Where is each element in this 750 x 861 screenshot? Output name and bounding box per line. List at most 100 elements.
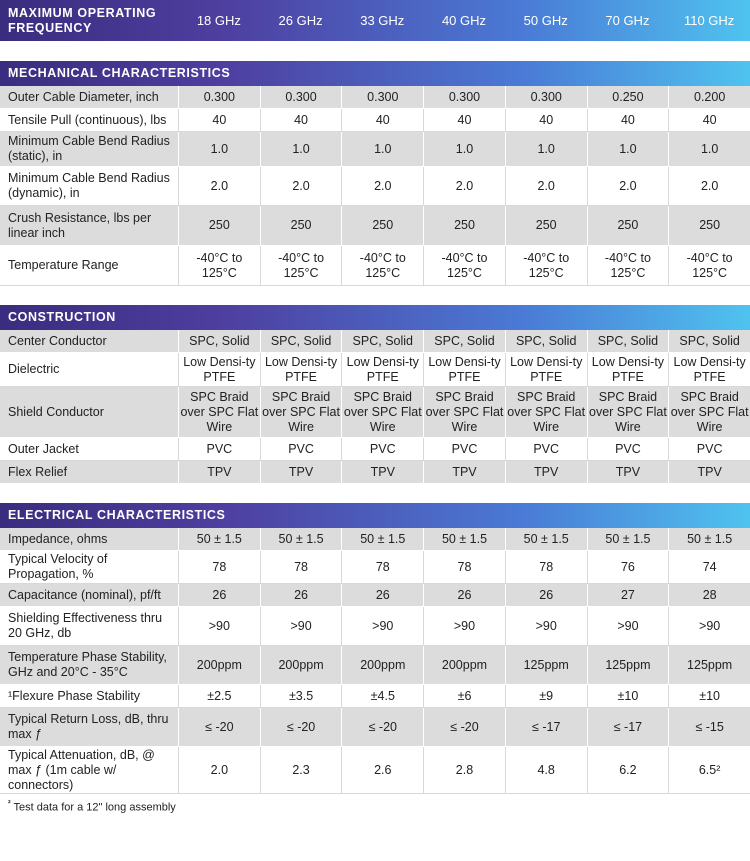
row-value: 250: [178, 206, 260, 245]
row-value: 1.0: [341, 132, 423, 166]
row-value: TPV: [668, 461, 750, 483]
row-value: 200ppm: [341, 646, 423, 684]
row-value: TPV: [586, 461, 669, 483]
frequency-33: 33 GHz: [360, 13, 405, 28]
row-value: 2.0: [504, 167, 587, 205]
row-value: 0.300: [341, 86, 423, 108]
row-value: 2.0: [178, 747, 260, 793]
row-value: 125ppm: [586, 646, 669, 684]
row-value: TPV: [504, 461, 587, 483]
row-label: Temperature Range: [8, 258, 119, 272]
row-value: -40°C to 125°C: [668, 246, 750, 285]
row-value: 2.0: [341, 167, 423, 205]
row-label: Minimum Cable Bend Radius (static), in: [8, 134, 170, 163]
row-value: 125ppm: [668, 646, 750, 684]
row-label: Flex Relief: [8, 464, 68, 479]
row-value: ±6: [423, 685, 505, 707]
row-value: SPC Braid over SPC Flat Wire: [668, 387, 750, 437]
row-label: Outer Cable Diameter, inch: [8, 89, 159, 104]
row-value: ≤ -17: [586, 708, 669, 746]
row-value: PVC: [504, 438, 587, 460]
row-value: TPV: [341, 461, 423, 483]
row-value: ≤ -17: [504, 708, 587, 746]
row-value: 40: [259, 109, 342, 131]
row-value: 78: [504, 551, 587, 583]
row-value: 200ppm: [423, 646, 505, 684]
row-value: 50 ± 1.5: [504, 528, 587, 550]
row-label: Minimum Cable Bend Radius (dynamic), in: [8, 171, 170, 200]
row-value: SPC, Solid: [178, 330, 260, 352]
row-value: 50 ± 1.5: [178, 528, 260, 550]
row-value: 250: [423, 206, 505, 245]
row-label: Crush Resistance, lbs per linear inch: [8, 210, 152, 240]
section-gap: [0, 41, 750, 61]
row-value: 1.0: [586, 132, 669, 166]
frequency-18: 18 GHz: [196, 13, 241, 28]
row-value: 78: [178, 551, 260, 583]
row-label: Capacitance (nominal), pf/ft: [8, 587, 161, 602]
row-value: >90: [178, 607, 260, 645]
row-value: >90: [341, 607, 423, 645]
row-value: 50 ± 1.5: [668, 528, 750, 550]
section-gap: [0, 286, 750, 305]
row-label: Typical Velocity of Propagation, %: [8, 552, 108, 581]
row-value: 28: [668, 584, 750, 606]
table-row: Outer Jacket PVC PVC PVC PVC PVC PVC PVC: [0, 438, 750, 461]
row-value: 26: [423, 584, 505, 606]
row-value: ≤ -20: [178, 708, 260, 746]
row-value: 40: [341, 109, 423, 131]
row-value: PVC: [259, 438, 342, 460]
row-label: Tensile Pull (continuous), lbs: [8, 112, 167, 127]
row-value: SPC, Solid: [504, 330, 587, 352]
row-value: ±2.5: [178, 685, 260, 707]
row-value: TPV: [423, 461, 505, 483]
row-value: -40°C to 125°C: [586, 246, 669, 285]
row-label: Outer Jacket: [8, 441, 79, 456]
row-value: 78: [259, 551, 342, 583]
table-row: Impedance, ohms 50 ± 1.5 50 ± 1.5 50 ± 1.5 5…: [0, 528, 750, 551]
section-title: ELECTRICAL CHARACTERISTICS: [0, 503, 750, 528]
row-value: SPC Braid over SPC Flat Wire: [586, 387, 669, 437]
footnote-marker: ²: [8, 799, 11, 808]
row-value: -40°C to 125°C: [423, 246, 505, 285]
row-value: >90: [423, 607, 505, 645]
row-value: 0.300: [259, 86, 342, 108]
row-value: 0.300: [504, 86, 587, 108]
row-value: 50 ± 1.5: [423, 528, 505, 550]
row-value: 1.0: [178, 132, 260, 166]
section-gap: [0, 484, 750, 503]
row-value: SPC, Solid: [341, 330, 423, 352]
row-value: SPC, Solid: [668, 330, 750, 352]
table-row: Shielding Effectiveness thru 20 GHz, db >…: [0, 607, 750, 646]
row-value: 250: [586, 206, 669, 245]
row-value: 50 ± 1.5: [259, 528, 342, 550]
row-value: ≤ -20: [341, 708, 423, 746]
row-value: 1.0: [668, 132, 750, 166]
row-value: 26: [178, 584, 260, 606]
table-row: Typical Velocity of Propagation, % 78 78 78…: [0, 551, 750, 584]
row-value: 1.0: [504, 132, 587, 166]
row-value: 0.250: [586, 86, 669, 108]
row-value: SPC, Solid: [259, 330, 342, 352]
frequency-header-label: MAXIMUM OPERATING FREQUENCY: [8, 5, 157, 35]
row-value: 2.6: [341, 747, 423, 793]
row-value: Low Densi-ty PTFE: [341, 353, 423, 386]
row-value: -40°C to 125°C: [178, 246, 260, 285]
row-value: SPC Braid over SPC Flat Wire: [178, 387, 260, 437]
row-value: SPC, Solid: [423, 330, 505, 352]
table-row: Minimum Cable Bend Radius (static), in 1.…: [0, 132, 750, 167]
row-value: >90: [259, 607, 342, 645]
row-value: 2.0: [423, 167, 505, 205]
table-row: Typical Return Loss, dB, thru max ƒ ≤ -20…: [0, 708, 750, 747]
row-label: ¹Flexure Phase Stability: [8, 688, 141, 703]
row-value: 1.0: [423, 132, 505, 166]
row-value: 40: [504, 109, 587, 131]
row-value: 250: [668, 206, 750, 245]
frequency-40: 40 GHz: [441, 13, 487, 28]
row-value: ±4.5: [341, 685, 423, 707]
row-value: 0.200: [668, 86, 750, 108]
row-value: >90: [504, 607, 587, 645]
row-value: 2.0: [178, 167, 260, 205]
row-value: SPC, Solid: [586, 330, 669, 352]
section-title: CONSTRUCTION: [0, 305, 750, 330]
